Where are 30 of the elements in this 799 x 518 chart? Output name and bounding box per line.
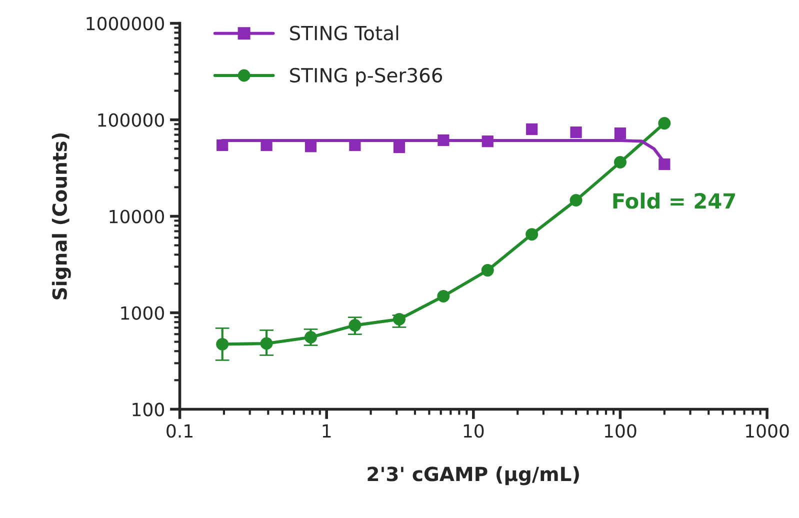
point xyxy=(393,141,406,154)
x-axis-title: 2'3' cGAMP (µg/mL) xyxy=(368,466,579,486)
y-tick-label: 100000 xyxy=(98,113,164,127)
x-tick-label: 10 xyxy=(464,424,484,438)
point xyxy=(437,290,450,302)
y-tick-label: 100 xyxy=(132,402,164,416)
x-tick-label: 1 xyxy=(322,424,331,438)
point xyxy=(526,228,538,241)
y-tick-label: 10000 xyxy=(110,210,164,224)
point xyxy=(304,331,317,344)
x-tick-label: 1000 xyxy=(746,424,789,438)
y-tick-label: 1000000 xyxy=(86,16,164,30)
point xyxy=(348,319,362,332)
point xyxy=(481,264,494,277)
point xyxy=(614,128,626,140)
point xyxy=(658,117,671,130)
annotation: Fold = 247 xyxy=(613,192,735,209)
point xyxy=(526,123,538,136)
point xyxy=(392,312,406,326)
point xyxy=(260,337,273,350)
point xyxy=(614,156,626,168)
point xyxy=(570,126,582,138)
legend-label: STING Total xyxy=(290,25,398,40)
x-tick-label: 0.1 xyxy=(166,424,192,438)
y-tick-label: 1000 xyxy=(121,306,164,320)
x-tick-label: 100 xyxy=(604,424,636,438)
y-axis-title: Signal (Counts) xyxy=(52,133,71,300)
point xyxy=(570,194,582,207)
legend-label: STING p-Ser366 xyxy=(290,68,442,86)
point xyxy=(216,338,229,350)
